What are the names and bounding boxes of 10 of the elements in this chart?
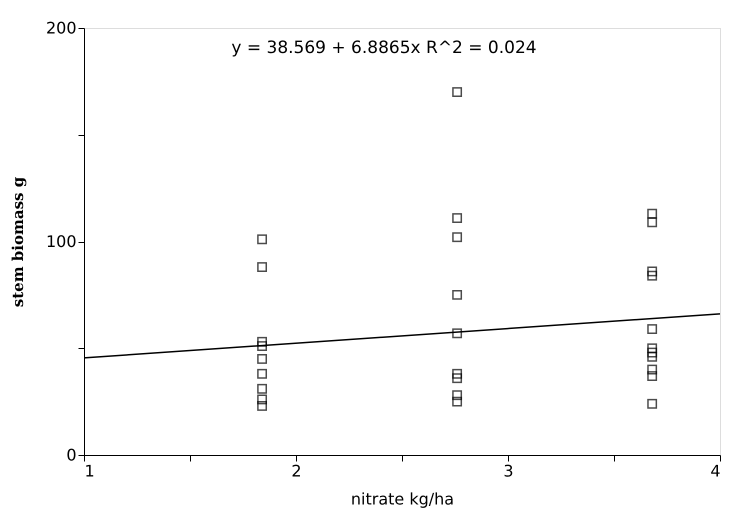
y-axis-title: stem biomass g (8, 176, 27, 308)
x-tick-label: 1 (84, 462, 95, 480)
x-axis-title: nitrate kg/ha (350, 490, 454, 508)
annotation: y = 38.569 + 6.8865x R^2 = 0.024 (231, 38, 537, 58)
y-tick-label: 0 (66, 446, 76, 464)
y-tick-label: 200 (46, 18, 76, 38)
x-tick-label: 4 (710, 462, 720, 480)
y-tick-label: 100 (46, 232, 76, 251)
x-tick-label: 2 (291, 462, 302, 480)
x-tick-label: 3 (503, 462, 514, 480)
